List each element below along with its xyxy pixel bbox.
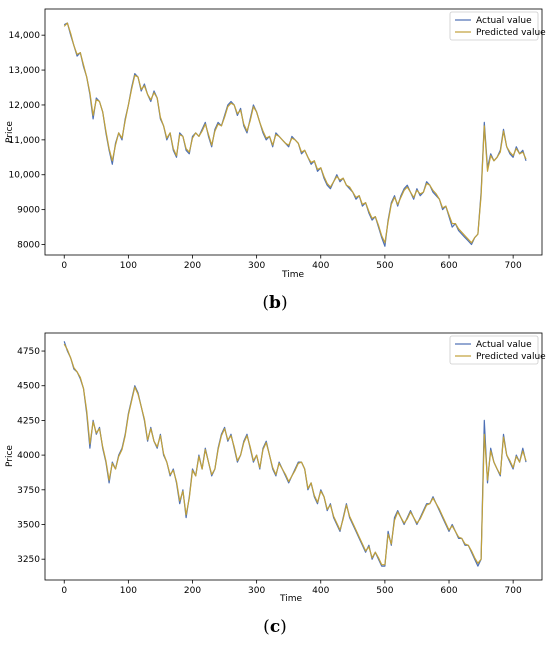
x-axis-label: Time	[281, 270, 304, 280]
chart-panel-c: 0 100 200 300 400 500 600 700 3250 3500 3750 4000 42…	[5, 332, 546, 637]
legend-box	[449, 11, 539, 41]
y-axis-label: Price	[5, 121, 15, 143]
y-tick-label: 3750	[17, 486, 40, 496]
ticks: 0 100 200 300 400 500 600 700 8000 9000 10,000 11,0…	[9, 31, 523, 271]
y-tick-label: 4000	[17, 451, 40, 461]
y-tick-label: 3500	[17, 520, 40, 530]
x-tick-label: 500	[376, 261, 393, 271]
x-tick-label: 0	[61, 261, 67, 271]
series-line-predicted	[63, 22, 527, 244]
x-tick-label: 600	[440, 261, 457, 271]
legend-label-actual: Actual value	[476, 340, 532, 350]
y-tick-label: 10,000	[9, 171, 41, 181]
caption-paren-open: (	[262, 293, 269, 313]
caption-letter: c	[270, 617, 280, 637]
panel-caption: (b)	[262, 293, 287, 313]
caption-paren-close: )	[280, 617, 287, 637]
x-tick-label: 100	[120, 586, 137, 596]
y-tick-label: 9000	[17, 206, 40, 216]
y-tick-label: 4250	[17, 416, 40, 426]
y-tick-label: 4500	[17, 382, 40, 392]
caption-paren-open: (	[263, 617, 270, 637]
panel-caption: (c)	[263, 617, 287, 637]
x-tick-label: 200	[184, 586, 201, 596]
x-tick-label: 300	[248, 261, 265, 271]
legend-label-predicted: Predicted value	[476, 28, 546, 38]
x-tick-label: 700	[505, 261, 522, 271]
plot-area	[44, 8, 543, 256]
x-axis-label: Time	[279, 594, 302, 604]
legend-label-predicted: Predicted value	[476, 352, 546, 362]
x-tick-label: 0	[61, 586, 67, 596]
y-tick-label: 3250	[17, 555, 40, 565]
x-tick-label: 600	[440, 586, 457, 596]
y-tick-label: 12,000	[9, 101, 41, 111]
x-tick-label: 400	[312, 261, 329, 271]
y-tick-label: 11,000	[9, 136, 41, 146]
series-line-predicted	[63, 343, 527, 566]
series-lines	[63, 22, 527, 247]
plot-area	[44, 332, 543, 581]
x-tick-label: 400	[312, 586, 329, 596]
x-tick-label: 100	[120, 261, 137, 271]
y-tick-label: 8000	[17, 241, 40, 251]
series-lines	[63, 341, 527, 567]
x-tick-label: 700	[505, 586, 522, 596]
y-tick-label: 13,000	[9, 66, 41, 76]
y-tick-label: 14,000	[9, 31, 41, 41]
legend-label-actual: Actual value	[476, 16, 532, 26]
y-tick-label: 4750	[17, 347, 40, 357]
legend: Actual value Predicted value	[449, 335, 546, 365]
x-tick-label: 500	[376, 586, 393, 596]
caption-letter: b	[269, 293, 281, 313]
legend-box	[449, 335, 539, 365]
y-axis-label: Price	[5, 445, 15, 467]
x-tick-label: 300	[248, 586, 265, 596]
ticks: 0 100 200 300 400 500 600 700 3250 3500 3750 4000 42…	[17, 347, 522, 596]
legend: Actual value Predicted value	[449, 11, 546, 41]
x-tick-label: 200	[184, 261, 201, 271]
chart-panel-b: 0 100 200 300 400 500 600 700 8000 9000 10,000 11,0…	[5, 8, 546, 313]
caption-paren-close: )	[281, 293, 288, 313]
